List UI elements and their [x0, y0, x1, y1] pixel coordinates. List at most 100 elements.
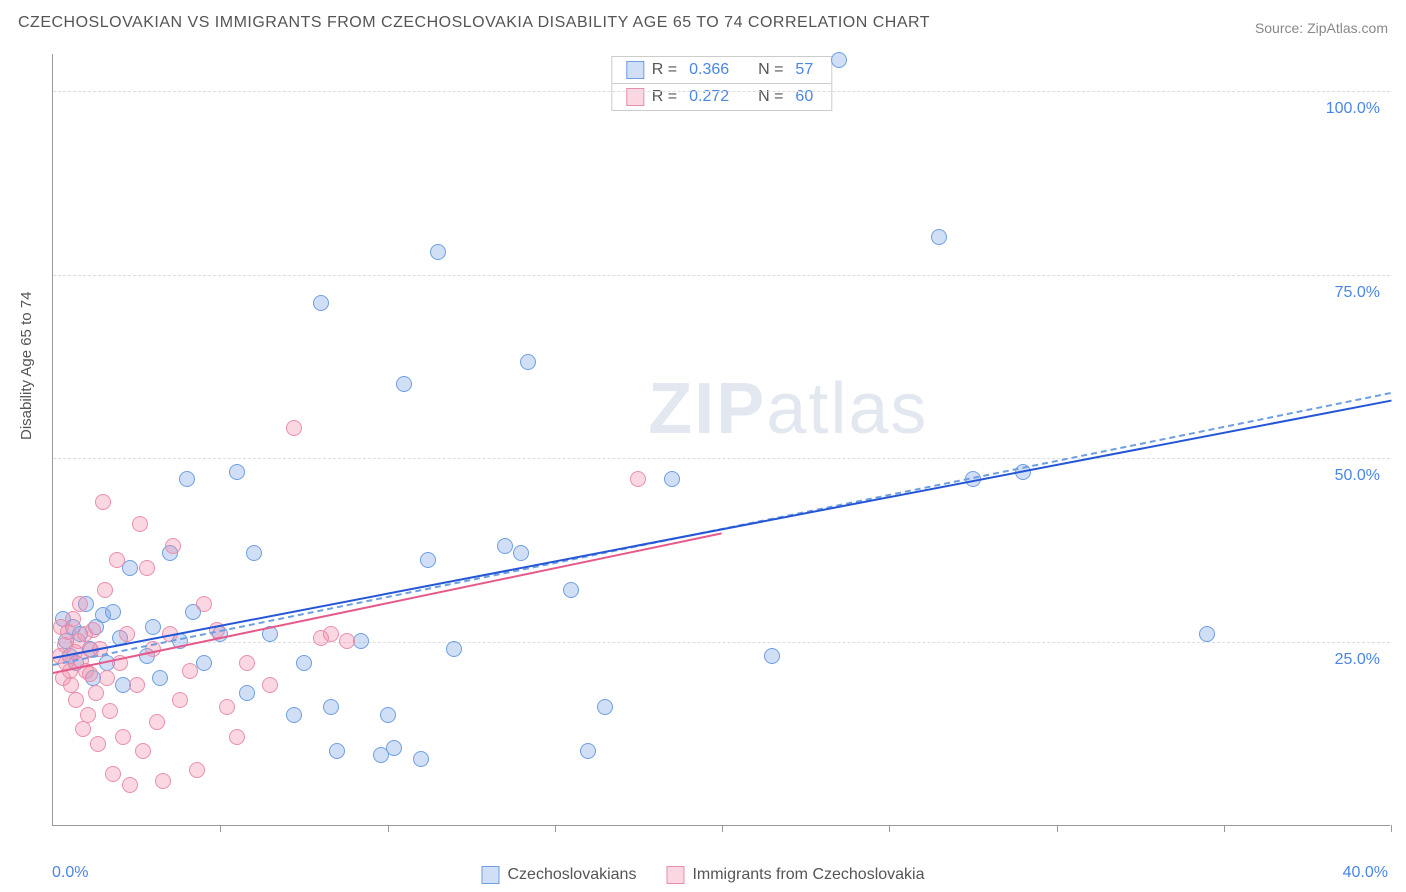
stats-legend-box: R = 0.366 N = 57 R =0.272 N =60	[611, 56, 832, 111]
data-point	[102, 703, 118, 719]
data-point	[72, 596, 88, 612]
data-point	[90, 736, 106, 752]
data-point	[597, 699, 613, 715]
data-point	[149, 714, 165, 730]
x-tick	[1391, 825, 1392, 832]
legend-label: Czechoslovakians	[507, 866, 636, 884]
data-point	[229, 464, 245, 480]
data-point	[246, 545, 262, 561]
legend-swatch	[481, 866, 499, 884]
data-point	[413, 751, 429, 767]
data-point	[196, 596, 212, 612]
stat-n-value: 57	[795, 61, 813, 79]
data-point	[109, 552, 125, 568]
data-point	[95, 494, 111, 510]
data-point	[99, 670, 115, 686]
legend-swatch	[626, 61, 644, 79]
data-point	[764, 648, 780, 664]
data-point	[88, 685, 104, 701]
chart-plot-area: ZIPatlas R = 0.366 N = 57 R =0.272 N =60 25…	[52, 54, 1390, 826]
y-tick-label: 100.0%	[1326, 100, 1380, 118]
stats-row: R =0.272 N =60	[612, 83, 831, 110]
data-point	[396, 376, 412, 392]
stat-r-label: R =	[652, 61, 677, 79]
y-tick-label: 25.0%	[1335, 651, 1380, 669]
gridline	[53, 458, 1390, 459]
x-tick	[722, 825, 723, 832]
y-tick-label: 50.0%	[1335, 467, 1380, 485]
data-point	[122, 777, 138, 793]
data-point	[563, 582, 579, 598]
data-point	[68, 692, 84, 708]
data-point	[931, 229, 947, 245]
series-legend: Czechoslovakians Immigrants from Czechosl…	[481, 866, 924, 884]
data-point	[520, 354, 536, 370]
data-point	[152, 670, 168, 686]
data-point	[831, 52, 847, 68]
stat-r-value: 0.366	[689, 61, 729, 79]
data-point	[105, 604, 121, 620]
data-point	[119, 626, 135, 642]
gridline	[53, 91, 1390, 92]
data-point	[97, 582, 113, 598]
chart-title: CZECHOSLOVAKIAN VS IMMIGRANTS FROM CZECH…	[18, 14, 930, 32]
data-point	[380, 707, 396, 723]
trend-line	[53, 400, 1391, 659]
data-point	[420, 552, 436, 568]
source-label: Source: ZipAtlas.com	[1255, 20, 1388, 36]
y-axis-label: Disability Age 65 to 74	[18, 292, 35, 440]
data-point	[105, 766, 121, 782]
data-point	[239, 655, 255, 671]
data-point	[189, 762, 205, 778]
x-tick	[1057, 825, 1058, 832]
data-point	[513, 545, 529, 561]
gridline	[53, 642, 1390, 643]
data-point	[229, 729, 245, 745]
data-point	[132, 516, 148, 532]
gridline	[53, 275, 1390, 276]
data-point	[75, 721, 91, 737]
legend-item: Czechoslovakians	[481, 866, 636, 884]
stat-n-label: N =	[758, 61, 783, 79]
data-point	[182, 663, 198, 679]
x-tick	[1224, 825, 1225, 832]
data-point	[135, 743, 151, 759]
data-point	[580, 743, 596, 759]
data-point	[323, 699, 339, 715]
data-point	[313, 295, 329, 311]
legend-label: Immigrants from Czechoslovakia	[692, 866, 924, 884]
data-point	[630, 471, 646, 487]
data-point	[63, 677, 79, 693]
data-point	[664, 471, 680, 487]
data-point	[155, 773, 171, 789]
data-point	[286, 420, 302, 436]
data-point	[65, 611, 81, 627]
x-tick	[388, 825, 389, 832]
y-tick-label: 75.0%	[1335, 284, 1380, 302]
data-point	[85, 622, 101, 638]
data-point	[129, 677, 145, 693]
data-point	[239, 685, 255, 701]
watermark: ZIPatlas	[648, 368, 928, 450]
x-axis-min-label: 0.0%	[52, 864, 88, 882]
x-tick	[555, 825, 556, 832]
trend-line	[53, 532, 722, 674]
data-point	[323, 626, 339, 642]
data-point	[430, 244, 446, 260]
data-point	[1199, 626, 1215, 642]
data-point	[219, 699, 235, 715]
legend-item: Immigrants from Czechoslovakia	[666, 866, 924, 884]
x-tick	[220, 825, 221, 832]
data-point	[296, 655, 312, 671]
watermark-light: atlas	[766, 369, 928, 449]
data-point	[145, 619, 161, 635]
data-point	[446, 641, 462, 657]
x-axis-max-label: 40.0%	[1343, 864, 1388, 882]
data-point	[80, 707, 96, 723]
data-point	[497, 538, 513, 554]
data-point	[139, 560, 155, 576]
watermark-bold: ZIP	[648, 369, 766, 449]
data-point	[329, 743, 345, 759]
data-point	[115, 729, 131, 745]
data-point	[262, 677, 278, 693]
